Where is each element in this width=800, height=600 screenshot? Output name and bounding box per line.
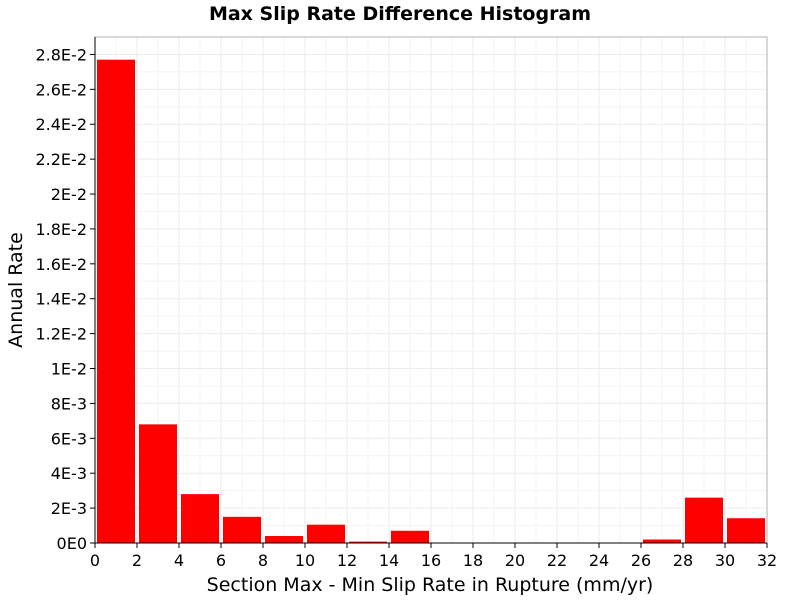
x-tick-label: 0 bbox=[90, 551, 100, 570]
x-tick-label: 32 bbox=[757, 551, 777, 570]
x-tick-label: 28 bbox=[673, 551, 693, 570]
bar bbox=[349, 541, 387, 543]
y-tick-label: 0E0 bbox=[57, 534, 87, 553]
bar bbox=[391, 530, 429, 543]
bar bbox=[265, 536, 303, 543]
y-tick-label: 1.4E-2 bbox=[35, 290, 87, 309]
x-tick-label: 4 bbox=[174, 551, 184, 570]
bar bbox=[727, 518, 765, 543]
x-tick-label: 18 bbox=[463, 551, 483, 570]
y-tick-label: 2E-2 bbox=[51, 185, 87, 204]
y-axis-ticks: 0E0 2E-3 4E-3 6E-3 8E-3 1E-2 1.2E-2 1.4E-2 1.6E-… bbox=[35, 45, 95, 553]
y-tick-label: 2.6E-2 bbox=[35, 80, 87, 99]
y-tick-label: 1E-2 bbox=[51, 360, 87, 379]
x-tick-label: 12 bbox=[337, 551, 357, 570]
y-axis-label: Annual Rate bbox=[5, 232, 27, 348]
bar bbox=[307, 524, 345, 543]
bar bbox=[223, 516, 261, 543]
y-tick-label: 2E-3 bbox=[51, 499, 87, 518]
x-tick-label: 16 bbox=[421, 551, 441, 570]
y-tick-label: 1.2E-2 bbox=[35, 325, 87, 344]
bar bbox=[685, 497, 723, 543]
y-tick-label: 2.8E-2 bbox=[35, 45, 87, 64]
bars bbox=[97, 59, 765, 543]
x-tick-label: 14 bbox=[379, 551, 399, 570]
x-axis-label: Section Max - Min Slip Rate in Rupture (… bbox=[207, 574, 654, 596]
x-tick-label: 24 bbox=[589, 551, 609, 570]
bar bbox=[139, 424, 177, 543]
x-tick-label: 2 bbox=[132, 551, 142, 570]
y-tick-label: 8E-3 bbox=[51, 394, 87, 413]
bar bbox=[643, 539, 681, 543]
y-tick-label: 1.8E-2 bbox=[35, 220, 87, 239]
x-tick-label: 10 bbox=[295, 551, 315, 570]
x-tick-label: 20 bbox=[505, 551, 525, 570]
bar bbox=[97, 59, 135, 543]
grid-lines bbox=[94, 37, 768, 544]
y-tick-label: 4E-3 bbox=[51, 464, 87, 483]
x-tick-label: 8 bbox=[258, 551, 268, 570]
x-tick-label: 22 bbox=[547, 551, 567, 570]
x-tick-label: 6 bbox=[216, 551, 226, 570]
x-tick-label: 26 bbox=[631, 551, 651, 570]
y-tick-label: 6E-3 bbox=[51, 429, 87, 448]
y-tick-label: 2.4E-2 bbox=[35, 115, 87, 134]
y-tick-label: 2.2E-2 bbox=[35, 150, 87, 169]
chart-title: Max Slip Rate Difference Histogram bbox=[209, 3, 591, 25]
y-tick-label: 1.6E-2 bbox=[35, 255, 87, 274]
x-axis-ticks: 0 2 4 6 8 10 12 14 16 18 20 22 24 26 28 30 32 bbox=[90, 543, 777, 570]
x-tick-label: 30 bbox=[715, 551, 735, 570]
bar bbox=[181, 494, 219, 543]
